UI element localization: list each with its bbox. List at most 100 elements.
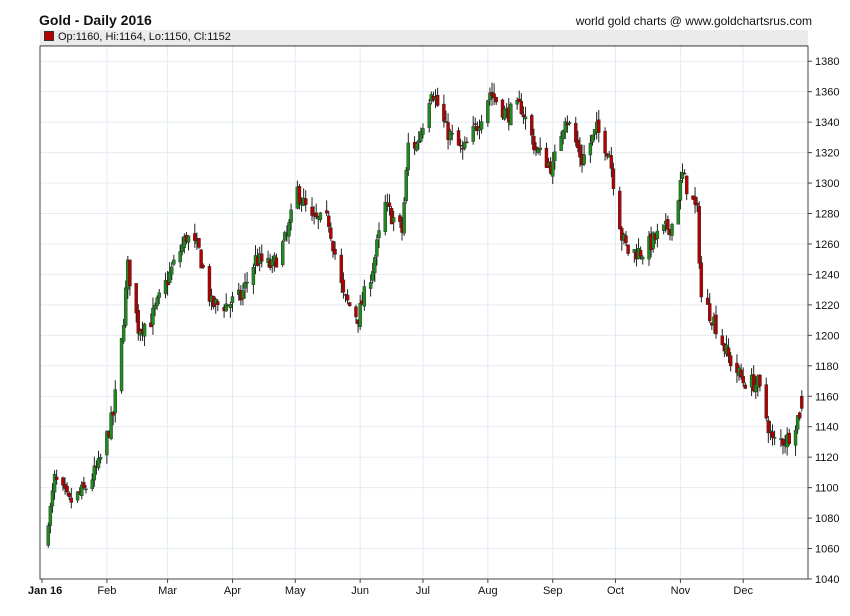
candle-body (289, 209, 293, 223)
candle-body (680, 172, 685, 179)
x-tick-label: May (285, 585, 306, 597)
x-tick-label: Oct (607, 585, 624, 597)
y-tick-label: 1260 (815, 239, 839, 251)
candle-body (435, 94, 440, 106)
y-tick-label: 1340 (815, 117, 839, 129)
candle-body (314, 212, 318, 218)
x-tick-label: Dec (733, 585, 753, 597)
candle-body (157, 292, 161, 298)
source-credit: world gold charts @ www.goldchartsrus.co… (575, 14, 812, 28)
candle-body (530, 115, 534, 136)
candle-body (800, 396, 804, 409)
candle-body (559, 136, 563, 151)
candle-body (178, 251, 182, 263)
candle-body (502, 108, 507, 120)
candle-body (458, 145, 463, 147)
candle-body (488, 92, 492, 100)
candle-body (603, 130, 607, 154)
candle-body (339, 254, 344, 283)
candle-body (793, 430, 798, 446)
candle-body (444, 121, 448, 123)
candle-body (795, 415, 800, 430)
candle-body (111, 412, 115, 416)
candle-body (362, 286, 367, 307)
candle-body (75, 491, 80, 501)
candle-body (519, 100, 524, 115)
candle-body (446, 122, 450, 141)
candle-body (48, 506, 53, 526)
candle-body (494, 97, 498, 103)
x-tick-label: Nov (671, 585, 691, 597)
candle-body (274, 257, 279, 268)
candle-body (626, 244, 630, 254)
candle-body (193, 233, 197, 241)
candle-body (207, 266, 212, 302)
y-tick-label: 1040 (815, 574, 839, 586)
x-tick-label: Jul (416, 585, 430, 597)
candle-body (597, 119, 601, 133)
candle-body (414, 143, 419, 151)
candle-body (456, 130, 461, 146)
candle-body (304, 198, 308, 205)
candle-body (714, 314, 718, 335)
candle-body (333, 248, 337, 255)
candle-body (341, 279, 346, 293)
y-tick-label: 1100 (815, 483, 839, 495)
candle-body (772, 437, 777, 439)
candle-body (582, 154, 586, 165)
candle-body (54, 476, 59, 480)
candle-body (728, 355, 733, 367)
candle-body (563, 121, 567, 133)
candle-body (96, 458, 101, 469)
candle-body (163, 280, 168, 294)
candle-body (666, 219, 670, 230)
candle-body (766, 420, 771, 434)
candle-body (461, 148, 465, 150)
candle-body (119, 337, 124, 392)
candle-body (172, 259, 176, 265)
candle-body (371, 271, 375, 281)
candle-body (318, 212, 323, 221)
candle-body (590, 134, 595, 143)
candle-body (534, 146, 538, 151)
chart-title: Gold - Daily 2016 (39, 12, 152, 28)
candle-body (670, 224, 674, 236)
candle-body (197, 238, 201, 248)
candle-body (486, 100, 490, 124)
candle-body (479, 121, 484, 130)
candle-body (216, 301, 220, 305)
candles (46, 82, 804, 548)
y-tick-label: 1280 (815, 209, 839, 221)
candle-body (536, 148, 540, 153)
candle-body (297, 186, 302, 204)
candle-body (389, 208, 394, 225)
candle-body (632, 249, 637, 253)
candle-body (109, 412, 113, 439)
candle-body (281, 241, 285, 266)
candle-body (720, 335, 724, 345)
candle-body (684, 175, 689, 195)
candle-body (551, 161, 555, 177)
candle-body (609, 155, 614, 169)
candle-body (251, 267, 256, 285)
candle-body (751, 374, 756, 392)
candle-body (90, 479, 94, 489)
candle-body (84, 488, 88, 491)
candle-body (655, 230, 660, 239)
candle-body (743, 384, 747, 389)
candle-body (358, 302, 362, 327)
x-tick-label: Jan 16 (28, 585, 62, 597)
candle-body (538, 147, 542, 151)
candle-body (465, 141, 469, 144)
candle-body (113, 389, 117, 414)
candle-body (52, 474, 57, 493)
candle-body (442, 103, 446, 122)
candle-body (283, 232, 287, 241)
candle-body (705, 297, 710, 305)
candle-body (375, 239, 379, 257)
candle-body (726, 347, 731, 357)
candle-body (354, 306, 358, 318)
candle-body (134, 283, 138, 314)
candle-body (151, 307, 155, 325)
grid-lines (40, 46, 808, 579)
